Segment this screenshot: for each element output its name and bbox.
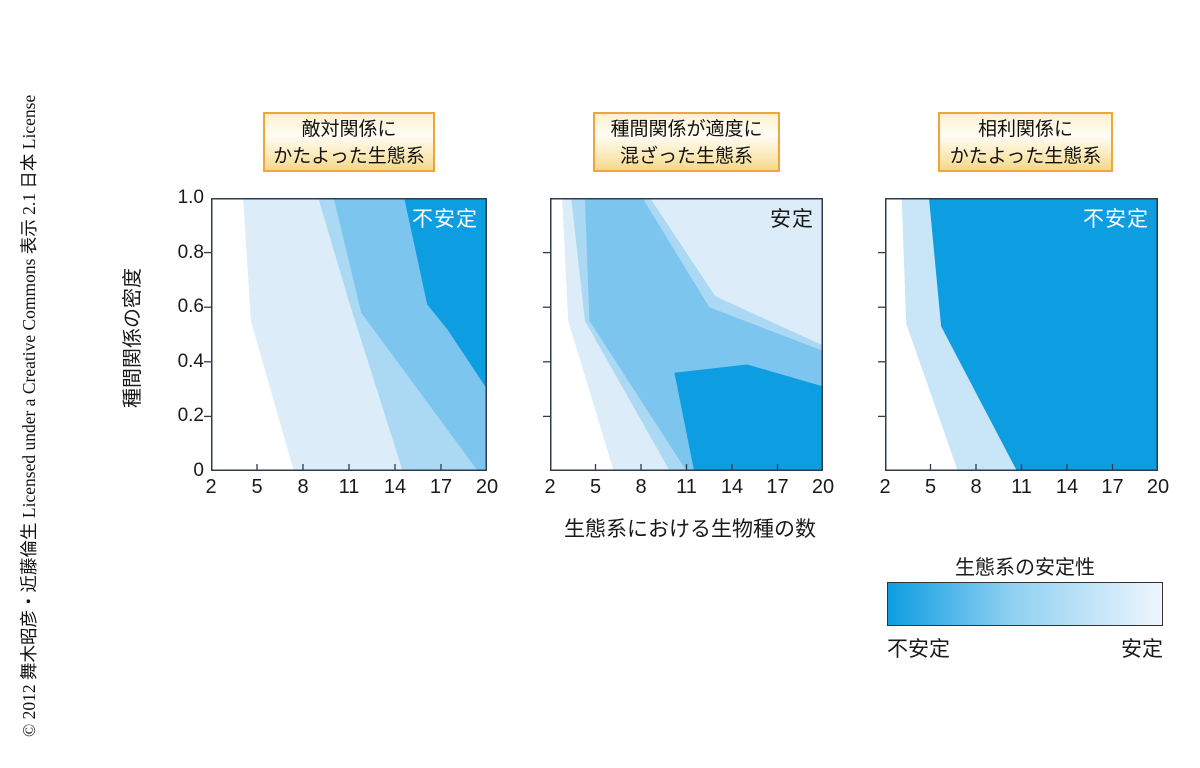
x-tick-label: 8 xyxy=(635,476,647,498)
x-tick-label: 11 xyxy=(1011,476,1032,498)
x-tick-label: 14 xyxy=(383,476,407,498)
contour-panel-antagonistic: 不安定 xyxy=(204,198,487,471)
x-axis-ticks: 2 5 8 11 14 17 20 xyxy=(205,476,498,500)
copyright-vertical-text: © 2012 舞木昭彦・近藤倫生 Licensed under a Creati… xyxy=(19,94,39,737)
legend-stable-label: 安定 xyxy=(1121,638,1163,661)
x-tick-label: 17 xyxy=(766,476,789,498)
x-tick-label: 5 xyxy=(251,476,263,498)
x-tick-label: 20 xyxy=(811,476,835,498)
x-tick-label: 11 xyxy=(338,476,360,498)
x-tick-label: 14 xyxy=(1055,476,1079,498)
panel-title-line: 敵対関係に xyxy=(301,119,397,140)
panel-title-line: かたよった生態系 xyxy=(273,146,425,167)
x-tick-label: 11 xyxy=(676,476,697,498)
panel-title-mixed: 種間関係が適度に 混ざった生態系 xyxy=(593,112,780,172)
legend-gradient-bar xyxy=(887,582,1163,626)
x-tick-label: 14 xyxy=(720,476,744,498)
panel-title-antagonistic: 敵対関係に かたよった生態系 xyxy=(263,112,435,172)
panel-title-line: かたよった生態系 xyxy=(949,146,1102,167)
contour-band-stability-4-dark xyxy=(674,364,823,471)
plot-frame xyxy=(550,198,823,471)
contour-plot xyxy=(878,198,1158,471)
contour-panel-mixed: 安定 xyxy=(543,198,823,471)
x-tick-label: 8 xyxy=(970,476,982,498)
plot-frame xyxy=(211,198,487,471)
y-tick-label: 0.6 xyxy=(177,296,204,318)
y-axis-ticks: 1.0 0.8 0.6 0.4 0.2 0 xyxy=(154,187,204,481)
legend-title: 生態系の安定性 xyxy=(955,557,1095,579)
y-tick-label: 0.4 xyxy=(177,350,204,372)
y-tick-label: 0 xyxy=(193,460,204,481)
x-axis-ticks: 2 5 8 11 14 17 20 xyxy=(544,476,834,500)
x-tick-label: 20 xyxy=(1146,476,1170,498)
y-tick-label: 0.2 xyxy=(177,405,204,427)
stability-region-label: 不安定 xyxy=(1083,208,1149,231)
x-tick-label: 5 xyxy=(924,476,937,498)
legend-unstable-label: 不安定 xyxy=(887,638,950,661)
x-tick-label: 5 xyxy=(589,476,602,498)
panel-title-line: 混ざった生態系 xyxy=(619,146,753,167)
stability-region-label: 安定 xyxy=(770,208,814,231)
x-tick-label: 2 xyxy=(544,476,556,498)
contour-band-stability-4-dark xyxy=(404,198,487,390)
panel-title-line: 相利関係に xyxy=(977,119,1073,140)
plot-frame xyxy=(885,198,1158,471)
panel-title-line: 種間関係が適度に xyxy=(610,119,763,140)
x-tick-label: 2 xyxy=(205,476,217,498)
y-tick-label: 0.8 xyxy=(177,241,204,263)
contour-plot xyxy=(543,198,823,471)
y-axis-label: 種間関係の密度 xyxy=(122,268,144,408)
contour-plot xyxy=(204,198,487,471)
stability-region-label: 不安定 xyxy=(412,208,478,231)
x-tick-label: 17 xyxy=(1101,476,1124,498)
x-tick-label: 8 xyxy=(297,476,309,498)
x-tick-label: 20 xyxy=(475,476,499,498)
contour-panel-mutualistic: 不安定 xyxy=(878,198,1158,471)
x-tick-label: 17 xyxy=(429,476,453,498)
panel-title-mutualistic: 相利関係に かたよった生態系 xyxy=(938,112,1113,172)
x-axis-ticks: 2 5 8 11 14 17 20 xyxy=(879,476,1169,500)
contour-band-stability-4-dark xyxy=(929,198,1158,471)
x-tick-label: 2 xyxy=(879,476,891,498)
y-tick-label: 1.0 xyxy=(177,187,204,208)
x-axis-label: 生態系における生物種の数 xyxy=(564,518,816,541)
